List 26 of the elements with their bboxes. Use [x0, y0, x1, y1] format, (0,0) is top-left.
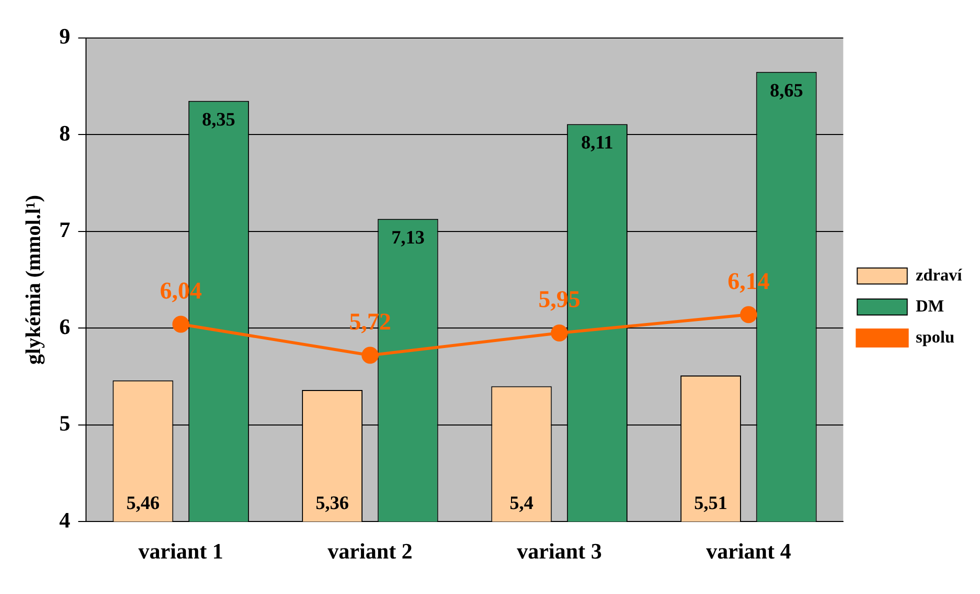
y-tick-label: 4 — [59, 507, 70, 532]
y-tick-label: 8 — [59, 120, 70, 146]
legend-label: spolu — [916, 327, 954, 346]
x-tick-label: variant 2 — [328, 538, 413, 564]
point — [362, 346, 379, 364]
data-label: 7,13 — [391, 227, 425, 248]
data-label: 5,36 — [316, 493, 349, 514]
legend-label: zdraví — [916, 265, 962, 284]
y-tick-label: 9 — [59, 24, 70, 49]
y-tick-label: 7 — [59, 217, 70, 242]
point — [550, 324, 568, 342]
x-tick-label: variant 4 — [706, 538, 792, 564]
x-tick-label: variant 3 — [516, 538, 602, 564]
y-tick-label: 6 — [59, 314, 70, 339]
x-tick-label: variant 1 — [138, 538, 224, 564]
legend-label: DM — [916, 296, 944, 316]
data-label: 8,11 — [581, 132, 614, 154]
data-label: 5,4 — [510, 493, 534, 514]
data-label: 5,46 — [126, 493, 160, 514]
point — [740, 306, 758, 324]
y-axis-title: glykémia (mmol.l¹) — [21, 194, 46, 365]
point — [172, 316, 190, 333]
data-label: 5,51 — [694, 493, 728, 514]
y-tick-label: 5 — [59, 410, 70, 436]
data-label: 8,35 — [202, 109, 236, 130]
data-label: 8,65 — [770, 80, 804, 102]
